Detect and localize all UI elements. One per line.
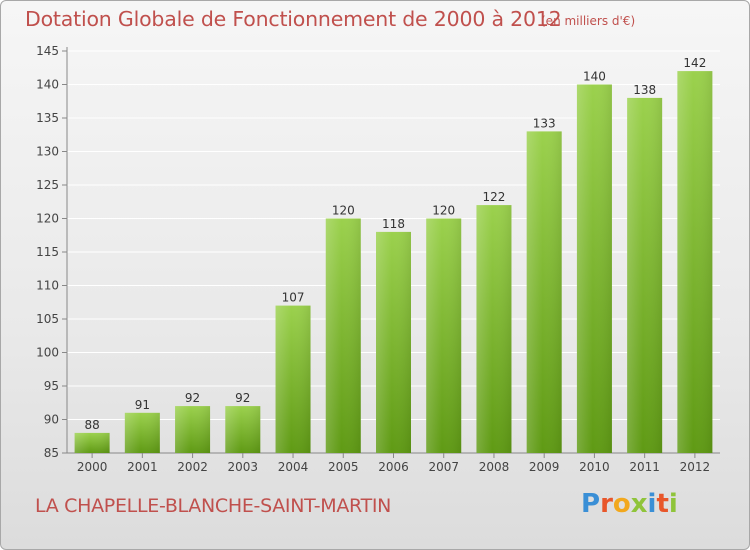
bar-shine [74, 432, 110, 453]
data-label: 107 [282, 291, 305, 305]
data-label: 140 [583, 70, 606, 84]
chart-unit: (en milliers d'€) [541, 14, 636, 28]
x-tick-label: 2005 [328, 460, 359, 474]
x-tick-label: 2002 [177, 460, 208, 474]
x-tick-label: 2011 [629, 460, 660, 474]
data-label: 122 [483, 190, 506, 204]
x-tick-label: 2010 [579, 460, 610, 474]
data-label: 138 [633, 83, 656, 97]
bar-shine [576, 84, 612, 453]
data-label: 120 [432, 204, 455, 218]
y-tick-label: 120 [36, 212, 59, 226]
x-tick-label: 2000 [77, 460, 108, 474]
y-tick-label: 90 [44, 413, 59, 427]
bar-shine [275, 305, 311, 453]
logo-letter: x [630, 489, 648, 519]
data-label: 118 [382, 217, 405, 231]
x-tick-label: 2009 [529, 460, 560, 474]
logo-letter: r [600, 489, 613, 519]
y-tick-label: 140 [36, 78, 59, 92]
y-tick-label: 115 [36, 245, 59, 259]
logo-letter: o [612, 489, 631, 519]
bar-shine [175, 406, 211, 453]
data-label: 91 [135, 398, 150, 412]
bar-shine [526, 131, 562, 453]
proxiti-logo: Proxiti [581, 489, 691, 525]
x-tick-label: 2008 [479, 460, 510, 474]
y-tick-label: 105 [36, 312, 59, 326]
x-tick-label: 2004 [278, 460, 309, 474]
bars [74, 71, 713, 454]
bar-shine [677, 71, 713, 453]
y-tick-label: 110 [36, 279, 59, 293]
x-tick-label: 2006 [378, 460, 409, 474]
x-tick-label: 2012 [680, 460, 711, 474]
y-tick-label: 85 [44, 446, 59, 460]
data-label: 133 [533, 116, 556, 130]
commune-name: LA CHAPELLE-BLANCHE-SAINT-MARTIN [35, 495, 392, 517]
y-tick-label: 125 [36, 178, 59, 192]
bar-shine [376, 231, 411, 453]
bar-shine [426, 218, 462, 453]
x-tick-label: 2001 [127, 460, 158, 474]
data-label: 92 [185, 391, 200, 405]
labels: 85 90 95 100 105 110 115 120 125 130 135 140 145 88 20… [36, 44, 710, 474]
data-label: 120 [332, 204, 355, 218]
y-tick-label: 145 [36, 44, 59, 58]
bar-shine [476, 205, 512, 453]
y-tick-label: 135 [36, 111, 59, 125]
logo-letter: i [668, 489, 678, 519]
data-label: 88 [84, 418, 99, 432]
logo-letter: i [647, 489, 657, 519]
x-tick-label: 2003 [228, 460, 259, 474]
bar-shine [124, 412, 160, 453]
chart-title: Dotation Globale de Fonctionnement de 20… [25, 7, 562, 31]
y-tick-label: 95 [44, 379, 59, 393]
x-tick-label: 2007 [428, 460, 459, 474]
y-tick-label: 100 [36, 346, 59, 360]
bar-shine [325, 218, 361, 453]
data-label: 92 [235, 391, 250, 405]
y-tick-label: 130 [36, 145, 59, 159]
bar-shine [627, 97, 663, 454]
logo-letter: t [656, 489, 669, 519]
data-label: 142 [683, 56, 706, 70]
bar-shine [225, 406, 261, 453]
logo-letter: P [581, 489, 601, 519]
